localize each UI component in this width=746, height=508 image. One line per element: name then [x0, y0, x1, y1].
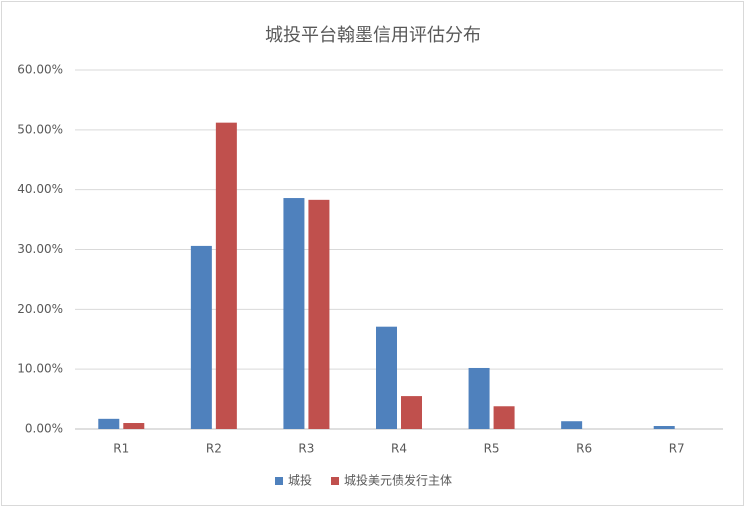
bar: [123, 423, 145, 429]
bar: [653, 426, 675, 429]
bar: [493, 406, 515, 429]
y-tick-label: 10.00%: [17, 362, 63, 376]
y-tick-label: 0.00%: [25, 422, 63, 436]
y-tick-label: 20.00%: [17, 302, 63, 316]
y-tick-label: 30.00%: [17, 242, 63, 256]
y-tick-label: 50.00%: [17, 122, 63, 136]
bar: [215, 122, 237, 430]
legend-label: 城投美元债发行主体: [344, 473, 452, 488]
x-tick-label: R6: [576, 442, 592, 456]
x-tick-label: R3: [298, 442, 314, 456]
bar: [98, 418, 120, 429]
chart-title: 城投平台翰墨信用评估分布: [265, 25, 481, 46]
legend-swatch: [331, 477, 339, 485]
bar: [283, 198, 305, 429]
legend-swatch: [275, 477, 283, 485]
y-tick-label: 60.00%: [17, 63, 63, 77]
bar: [376, 326, 397, 429]
x-tick-label: R5: [484, 442, 500, 456]
legend-label: 城投: [288, 473, 312, 488]
y-tick-label: 40.00%: [17, 182, 63, 196]
bar: [468, 367, 490, 429]
bar: [190, 245, 212, 429]
bar: [308, 199, 330, 429]
x-tick-label: R4: [391, 442, 407, 456]
x-tick-label: R7: [669, 442, 685, 456]
x-tick-label: R1: [113, 442, 129, 456]
bar: [561, 421, 583, 429]
x-tick-label: R2: [206, 442, 222, 456]
bar: [401, 396, 422, 429]
